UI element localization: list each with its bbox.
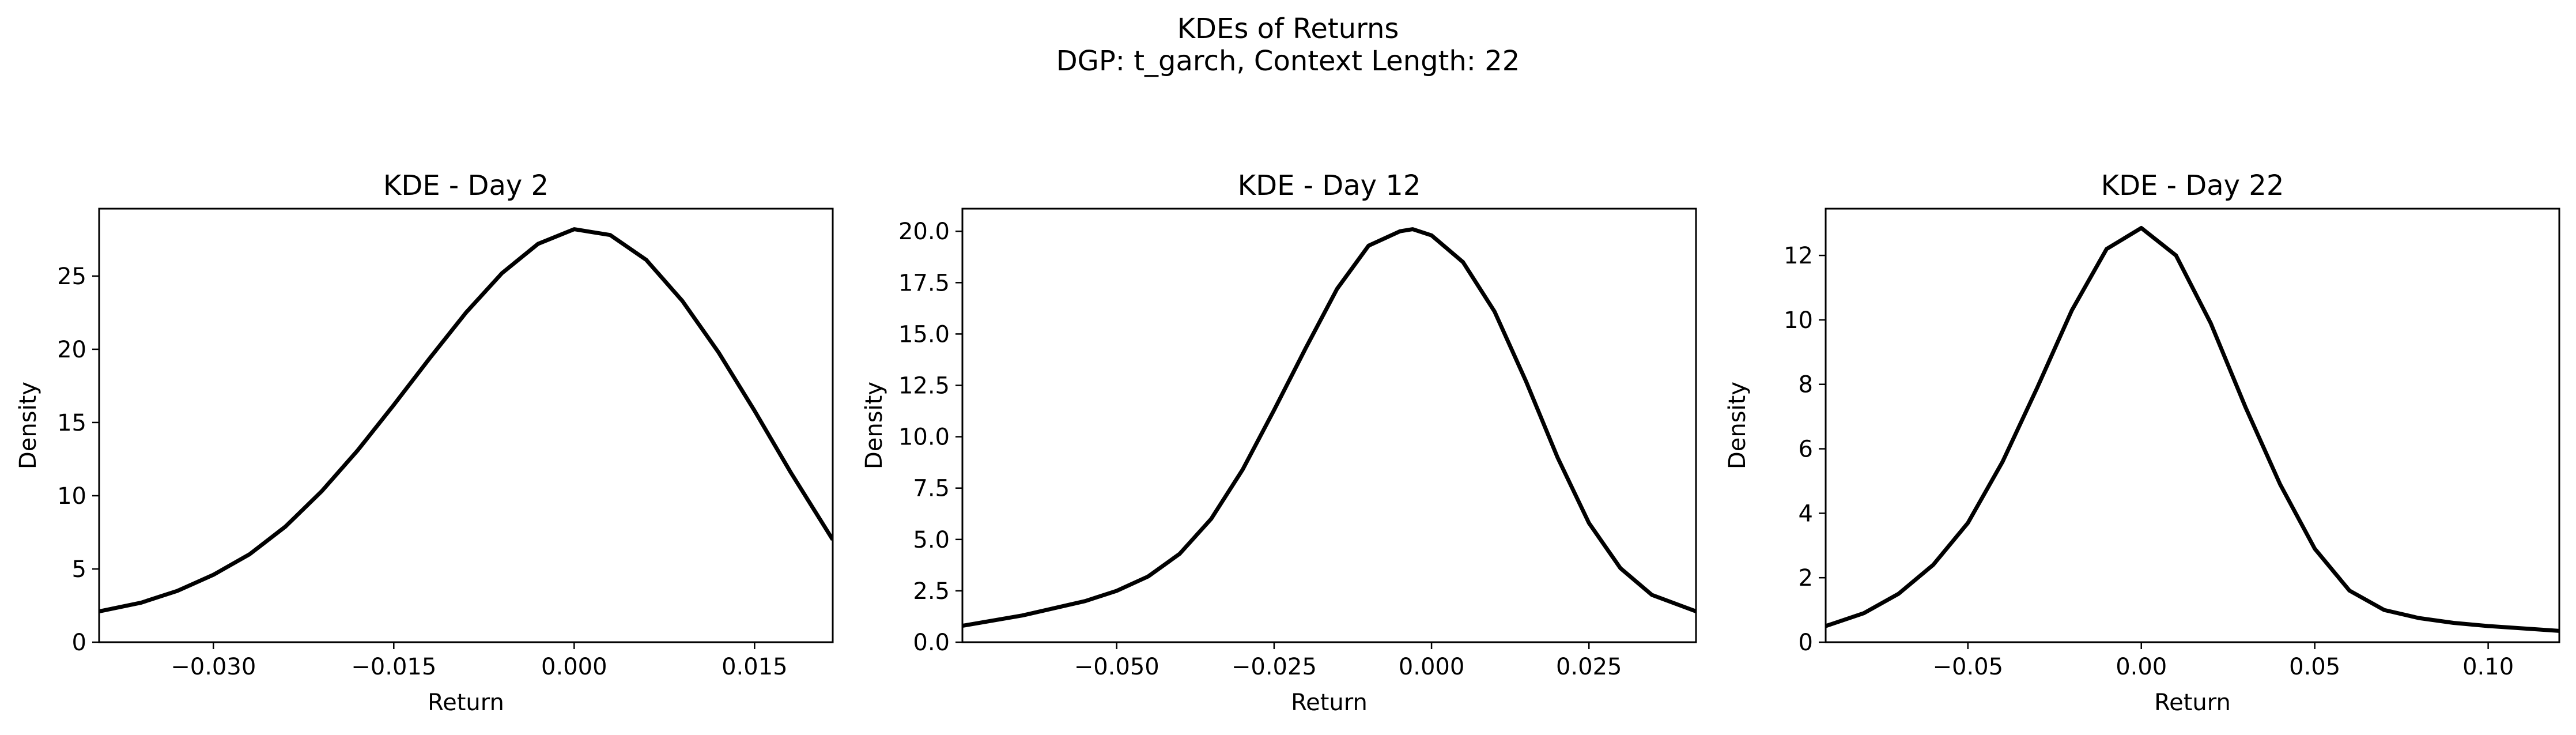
- y-tick-label: 2: [1799, 565, 1813, 591]
- y-tick-label: 4: [1799, 500, 1813, 527]
- y-tick-label: 12: [1784, 243, 1813, 269]
- x-tick-label: 0.000: [1399, 654, 1465, 680]
- x-tick-label: 0.000: [541, 654, 607, 680]
- y-tick-label: 15: [57, 410, 86, 436]
- subplot-title: KDE - Day 2: [383, 169, 549, 202]
- suptitle-line2: DGP: t_garch, Context Length: 22: [1056, 45, 1520, 77]
- subplot-title: KDE - Day 22: [2101, 169, 2284, 202]
- y-tick-label: 8: [1799, 372, 1813, 398]
- x-tick-label: −0.05: [1932, 654, 2003, 680]
- y-axis-label: Density: [861, 382, 887, 469]
- x-axis-label: Return: [1291, 689, 1368, 716]
- x-tick-label: −0.030: [171, 654, 256, 680]
- subplot-3: −0.05 0.00 0.05 0.10 0 2 4 6 8 10 12 KDE - Day 22 Re…: [1724, 169, 2560, 716]
- y-tick-label: 0: [1799, 630, 1813, 656]
- x-tick-label: −0.025: [1232, 654, 1317, 680]
- y-tick-label: 15.0: [898, 321, 950, 348]
- x-tick-label: −0.050: [1074, 654, 1159, 680]
- kde-line: [99, 227, 833, 614]
- y-axis-label: Density: [15, 382, 41, 469]
- y-tick-label: 10.0: [898, 424, 950, 451]
- subplot-title: KDE - Day 12: [1238, 169, 1421, 202]
- kde-line: [962, 227, 1696, 628]
- axes-frame: [98, 208, 834, 643]
- y-tick-label: 17.5: [898, 270, 950, 296]
- y-tick-label: 0: [72, 630, 86, 656]
- x-axis-label: Return: [428, 689, 504, 716]
- y-tick-label: 20: [57, 337, 86, 363]
- x-tick-label: 0.015: [722, 654, 788, 680]
- y-tick-label: 5.0: [913, 527, 950, 553]
- subplot-2: −0.050 −0.025 0.000 0.025 0.0 2.5 5.0 7.5 10.0 12…: [861, 169, 1697, 716]
- y-tick-label: 20.0: [898, 218, 950, 245]
- axes-frame: [1825, 208, 2560, 643]
- x-tick-label: 0.10: [2462, 654, 2514, 680]
- x-tick-label: 0.00: [2116, 654, 2167, 680]
- y-tick-label: 0.0: [913, 630, 950, 656]
- x-tick-label: 0.05: [2289, 654, 2340, 680]
- y-tick-label: 10: [57, 483, 86, 510]
- x-tick-label: −0.015: [351, 654, 436, 680]
- subplot-1: −0.030 −0.015 0.000 0.015 0 5 10 15 20 25 KDE - Da…: [15, 169, 834, 716]
- y-tick-label: 5: [72, 556, 86, 583]
- x-axis-label: Return: [2154, 689, 2231, 716]
- kde-line: [1826, 226, 2559, 633]
- y-tick-label: 25: [57, 263, 86, 290]
- y-tick-label: 6: [1799, 436, 1813, 463]
- x-tick-label: 0.025: [1556, 654, 1622, 680]
- axes-frame: [961, 208, 1697, 643]
- y-tick-label: 7.5: [913, 476, 950, 502]
- suptitle-line1: KDEs of Returns: [1177, 13, 1399, 45]
- y-axis-label: Density: [1724, 382, 1751, 469]
- y-tick-label: 10: [1784, 307, 1813, 334]
- y-tick-label: 2.5: [913, 578, 950, 605]
- y-tick-label: 12.5: [898, 373, 950, 399]
